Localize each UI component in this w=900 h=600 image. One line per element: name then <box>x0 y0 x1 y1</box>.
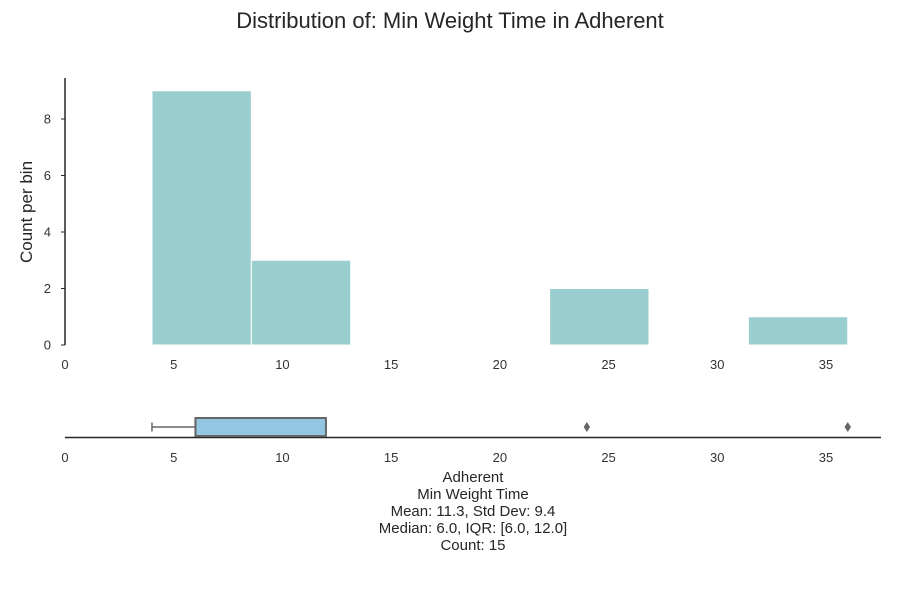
boxplot-x-tick-label: 20 <box>493 450 507 465</box>
boxplot-box <box>194 417 327 437</box>
histogram-x-tick-label: 20 <box>493 357 507 372</box>
chart-title: Distribution of: Min Weight Time in Adhe… <box>236 8 664 33</box>
boxplot-x-tick-label: 15 <box>384 450 398 465</box>
histogram-y-tick-label: 4 <box>44 225 51 240</box>
histogram-y-axis-label: Count per bin <box>17 161 36 263</box>
caption-median-iqr: Median: 6.0, IQR: [6.0, 12.0] <box>378 520 568 537</box>
boxplot-x-tick-label: 10 <box>275 450 289 465</box>
boxplot-outlier-0 <box>583 422 591 432</box>
histogram-bar-4 <box>549 288 650 346</box>
boxplot-outlier-1 <box>844 422 851 432</box>
histogram-y-tick-label: 0 <box>44 338 51 353</box>
boxplot-x-tick-label: 35 <box>819 450 833 465</box>
histogram-y-tick-label: 2 <box>44 281 51 296</box>
histogram-bar-6 <box>747 316 849 346</box>
histogram-x-tick-label: 35 <box>819 357 833 372</box>
histogram-x-tick-label: 10 <box>275 357 289 372</box>
histogram-y-tick-label: 8 <box>44 112 51 127</box>
caption-mean-std: Mean: 11.3, Std Dev: 9.4 <box>390 503 556 520</box>
histogram-bar-1 <box>250 259 352 346</box>
histogram-y-tick-label: 6 <box>44 168 51 183</box>
boxplot-plot: 0 5 10 15 20 25 30 35 <box>61 417 881 465</box>
boxplot-x-tick-label: 25 <box>601 450 615 465</box>
histogram-bar-0 <box>151 90 252 346</box>
caption-count: Count: 15 <box>440 537 506 554</box>
histogram-plot: 0 2 4 6 8 0 5 10 15 20 25 30 35 Count per bin <box>17 78 849 372</box>
histogram-x-tick-label: 15 <box>384 357 398 372</box>
histogram-x-tick-label: 25 <box>601 357 615 372</box>
caption-variable-label: Min Weight Time <box>417 486 529 503</box>
histogram-x-tick-label: 0 <box>61 357 68 372</box>
histogram-x-tick-label: 30 <box>710 357 724 372</box>
histogram-x-tick-label: 5 <box>170 357 177 372</box>
caption-group-label: Adherent <box>442 469 504 486</box>
boxplot-x-tick-label: 5 <box>170 450 177 465</box>
boxplot-x-tick-label: 0 <box>61 450 68 465</box>
stats-caption: Adherent Min Weight Time Mean: 11.3, Std… <box>0 469 900 554</box>
boxplot-x-tick-label: 30 <box>710 450 724 465</box>
